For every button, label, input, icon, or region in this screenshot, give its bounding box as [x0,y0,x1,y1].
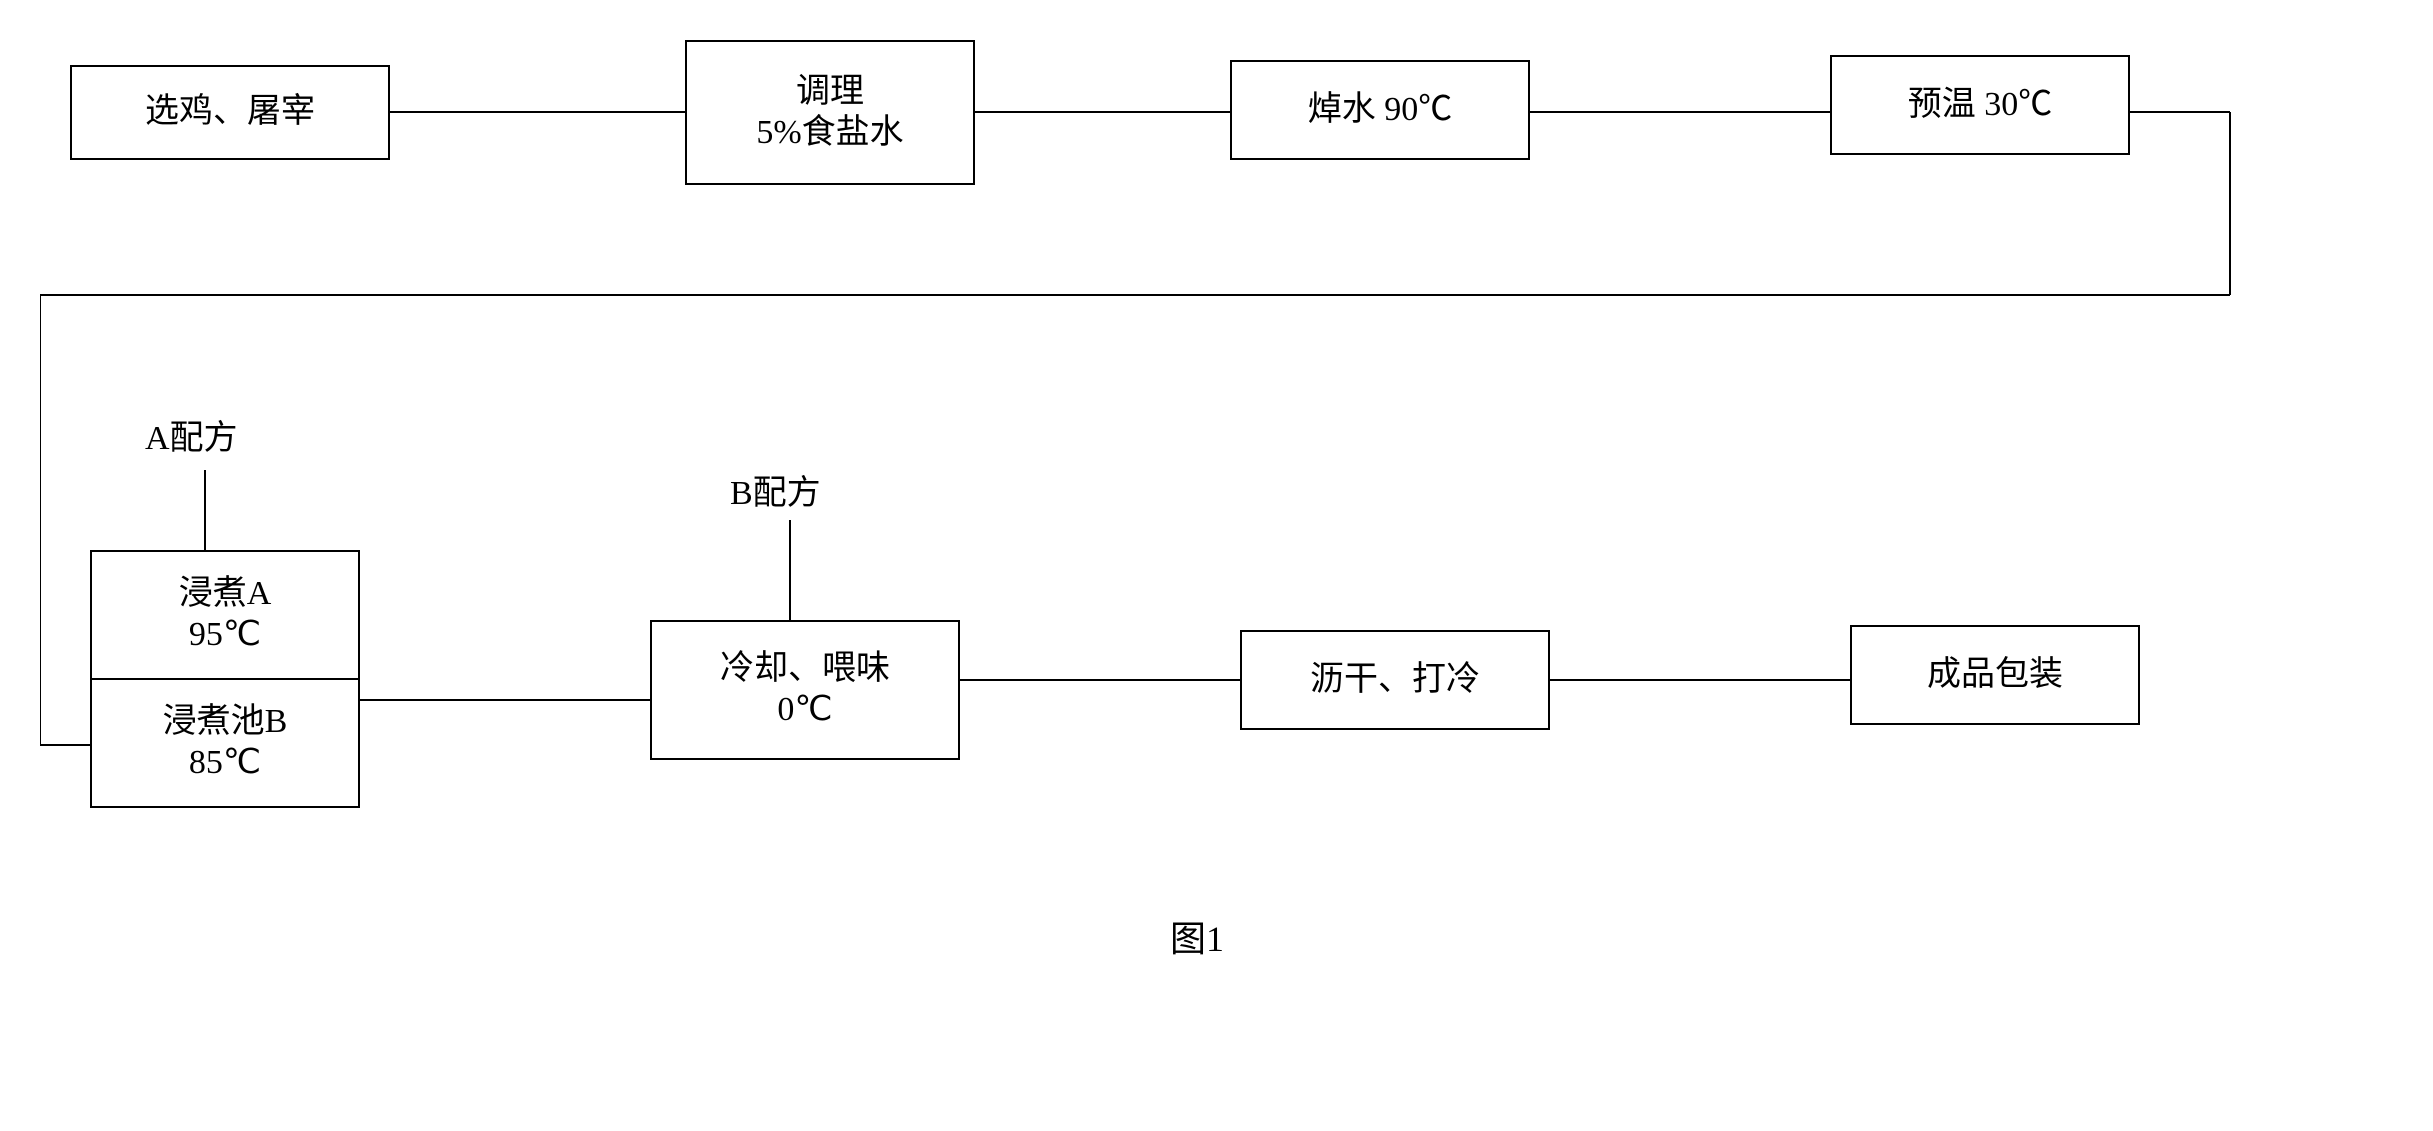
figure-caption: 图1 [1170,910,1224,962]
step-label: 预温 30℃ [1908,85,2053,126]
step-label: 冷却、喂味 [720,649,890,690]
step-condition: 调理 5%食盐水 [685,40,975,185]
step-label: 沥干、打冷 [1310,660,1480,701]
step-sublabel: 5%食盐水 [756,113,903,154]
step-label: 浸煮池B [163,702,288,743]
flowchart-canvas: 选鸡、屠宰 调理 5%食盐水 焯水 90℃ 预温 30℃ 浸煮A 95℃ 浸煮池… [40,40,2393,1091]
step-select-slaughter: 选鸡、屠宰 [70,65,390,160]
step-package: 成品包装 [1850,625,2140,725]
step-label: 选鸡、屠宰 [145,92,315,133]
step-drain-chill: 沥干、打冷 [1240,630,1550,730]
step-soak-b: 浸煮池B 85℃ [90,678,360,808]
formula-b-label: B配方 [730,465,821,514]
step-sublabel: 95℃ [189,615,261,656]
step-soak-a: 浸煮A 95℃ [90,550,360,680]
step-label: 成品包装 [1927,655,2063,696]
step-label: 焯水 90℃ [1308,90,1453,131]
step-cool-flavor: 冷却、喂味 0℃ [650,620,960,760]
step-blanch: 焯水 90℃ [1230,60,1530,160]
formula-a-label: A配方 [145,410,238,459]
step-label: 调理 [796,72,864,113]
step-preheat: 预温 30℃ [1830,55,2130,155]
step-sublabel: 0℃ [777,690,832,731]
step-sublabel: 85℃ [189,743,261,784]
step-label: 浸煮A [179,574,272,615]
